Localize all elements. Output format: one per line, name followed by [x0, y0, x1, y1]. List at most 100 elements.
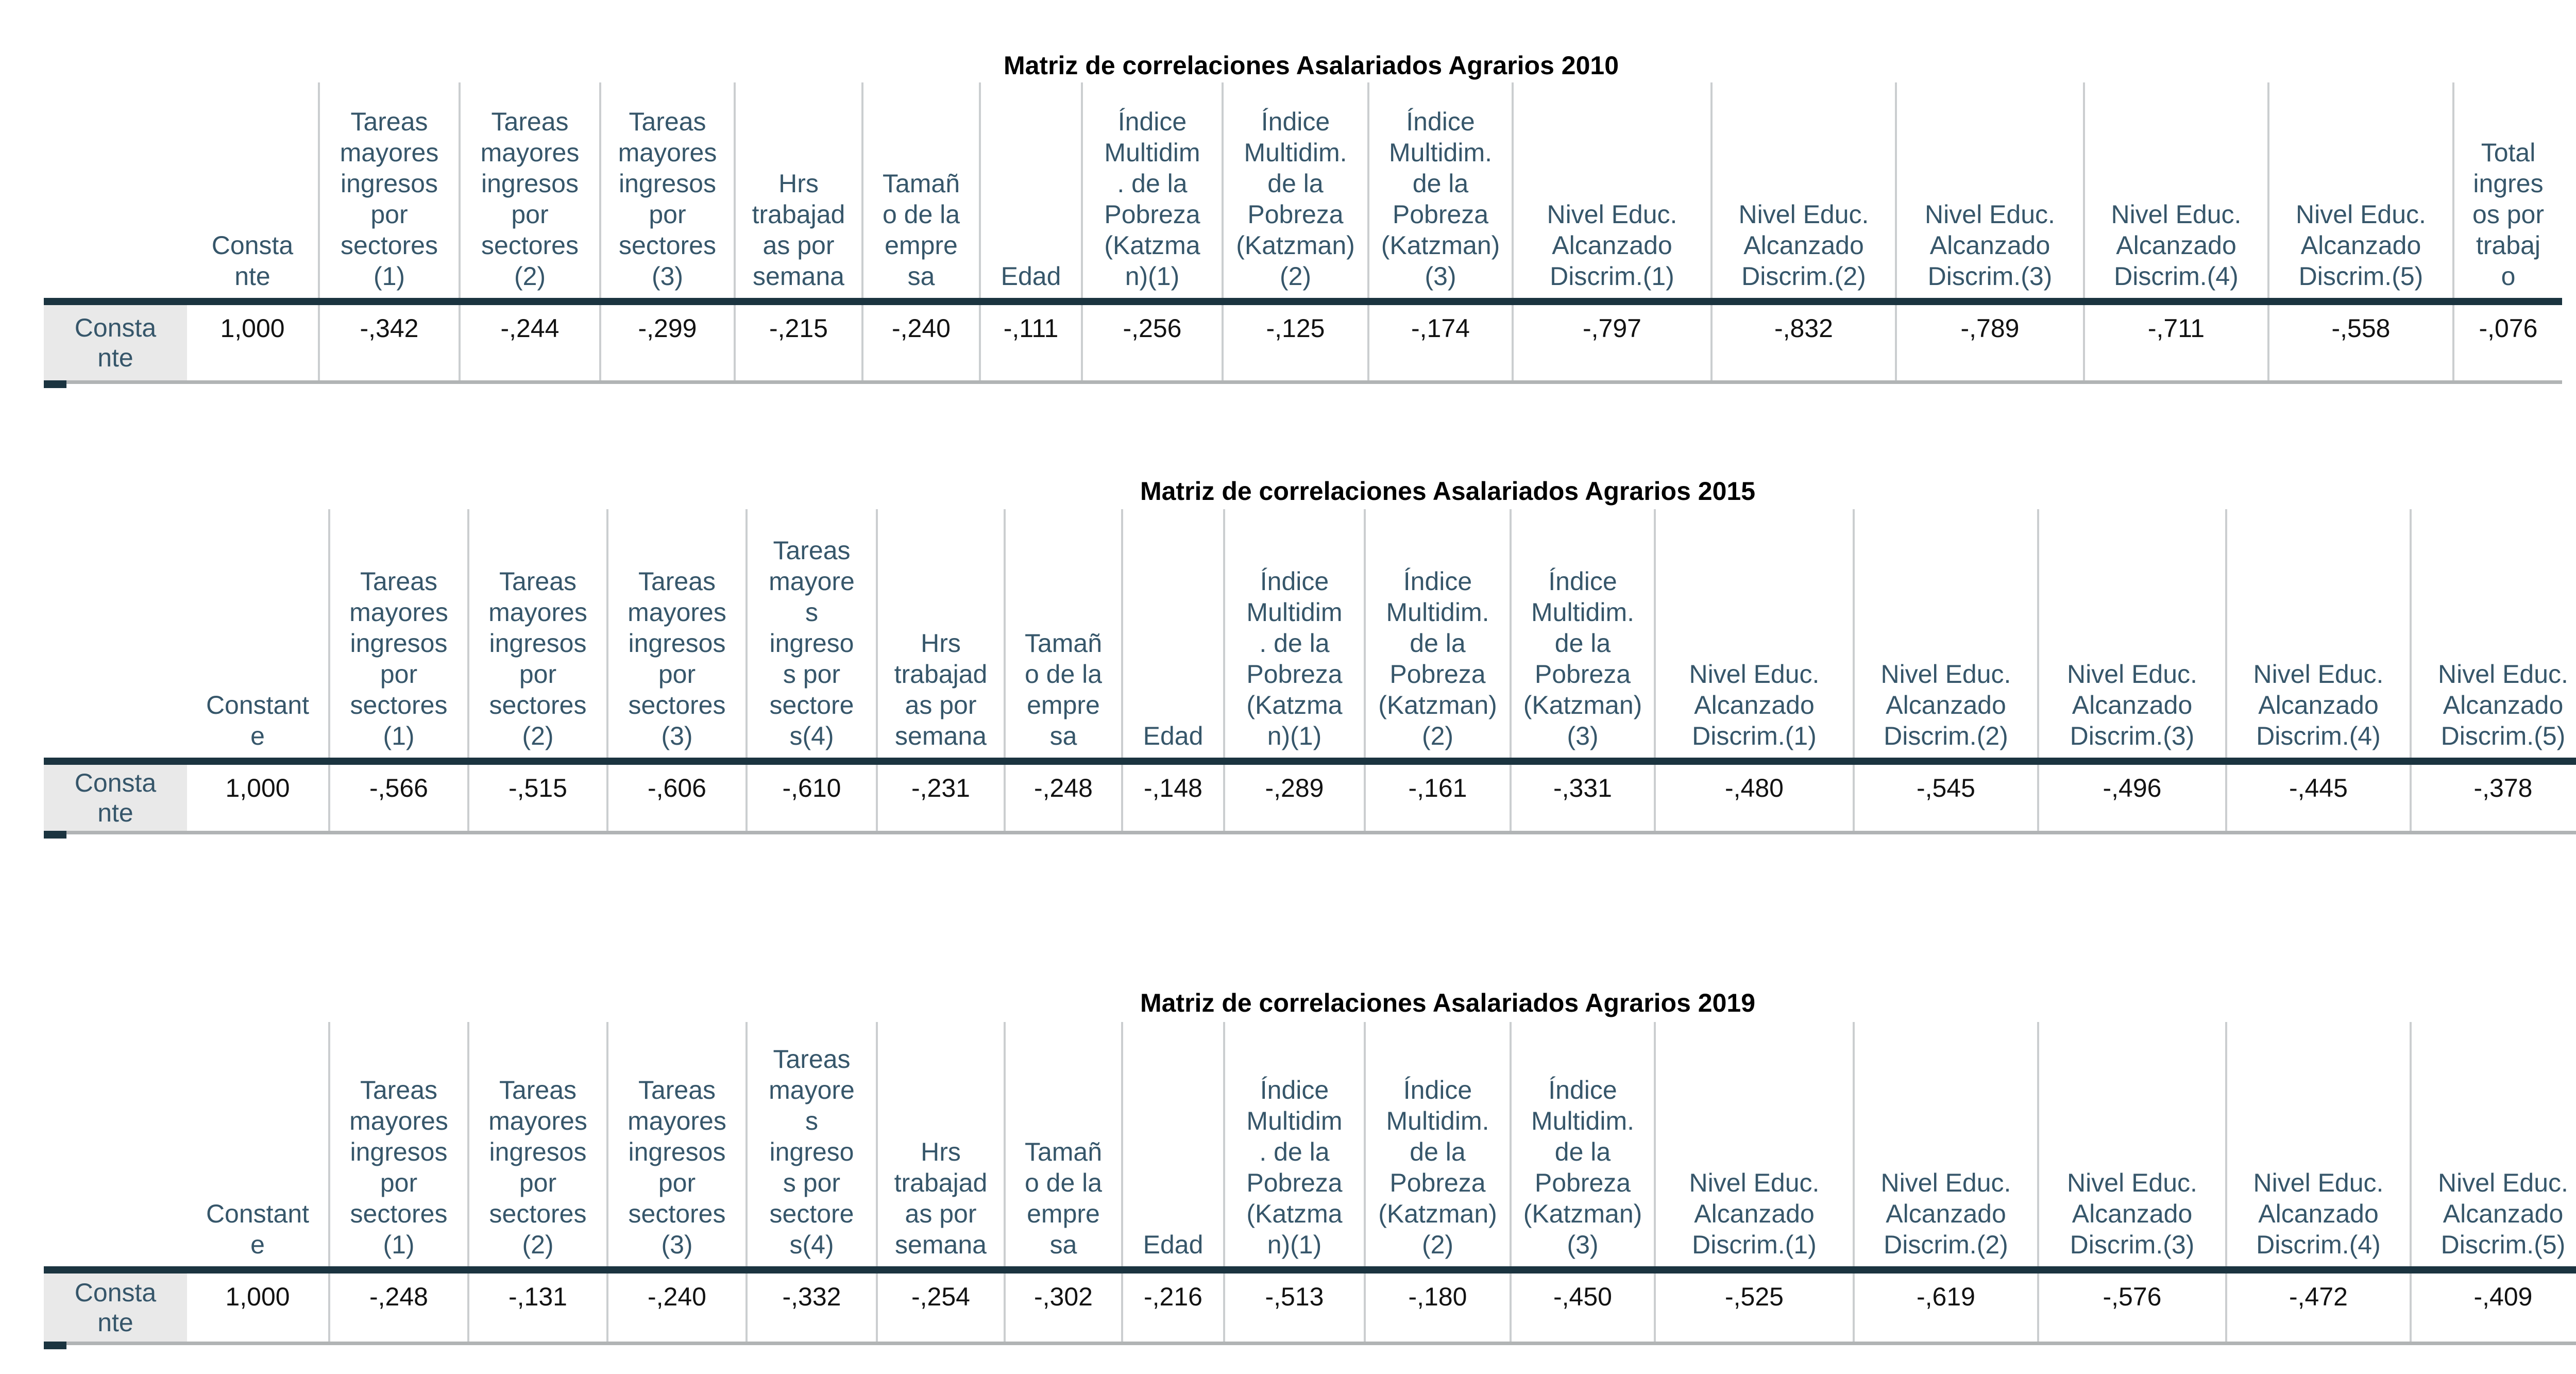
column-header: Nivel Educ. Alcanzado Discrim.(1)	[1654, 1022, 1853, 1266]
correlation-value-cell: 1,000	[225, 1282, 290, 1311]
column-header: Tareas mayore s ingreso s por sectore s(…	[745, 1022, 876, 1266]
row-label-constante: Consta nte	[44, 305, 187, 380]
column-header: Edad	[979, 82, 1081, 298]
correlation-value-cell: -,216	[1121, 1274, 1223, 1342]
column-header: Índice Multidim . de la Pobreza (Katzma …	[1223, 509, 1364, 758]
correlation-value-cell: -,125	[1222, 305, 1367, 380]
correlation-value-cell: -,610	[745, 765, 876, 831]
table-header-row: Consta nte Tareas mayores ingresos por se…	[44, 82, 2562, 298]
correlation-value-cell: -,254	[876, 1274, 1004, 1342]
column-header: Índice Multidim . de la Pobreza (Katzma …	[1081, 82, 1222, 298]
correlation-value-cell: -,711	[2083, 305, 2267, 380]
column-header: Tareas mayores ingresos por sectores (1)	[328, 1022, 467, 1266]
correlation-value-cell: -,378	[2410, 765, 2576, 831]
correlation-value-cell: 1,000	[225, 774, 290, 802]
column-header: Constant e	[206, 691, 310, 750]
column-header: Edad	[1121, 1022, 1223, 1266]
column-header: Hrs trabajad as por semana	[734, 82, 861, 298]
correlation-value-cell: -,248	[328, 1274, 467, 1342]
table-corner-tick	[44, 380, 66, 388]
correlation-value-cell: -,496	[2037, 765, 2225, 831]
column-header: Índice Multidim. de la Pobreza (Katzman)…	[1510, 1022, 1654, 1266]
column-header: Hrs trabajad as por semana	[876, 1022, 1004, 1266]
column-header: Tareas mayores ingresos por sectores (3)	[606, 509, 745, 758]
correlation-value-cell: -,244	[459, 305, 599, 380]
column-header: Total ingres os por trabaj o	[2452, 82, 2562, 298]
bottom-border-line	[44, 831, 2576, 834]
row-label-constante: Consta nte	[44, 1274, 187, 1342]
column-header: Nivel Educ. Alcanzado Discrim.(1)	[1512, 82, 1710, 298]
column-header: Tareas mayores ingresos por sectores (3)	[599, 82, 734, 298]
header-corner-cell	[44, 509, 187, 758]
correlation-value-cell: -,174	[1367, 305, 1512, 380]
correlation-value-cell: -,566	[328, 765, 467, 831]
column-header: Índice Multidim. de la Pobreza (Katzman)…	[1364, 1022, 1510, 1266]
column-header: Tareas mayore s ingreso s por sectore s(…	[745, 509, 876, 758]
correlation-value-cell: -,525	[1654, 1274, 1853, 1342]
correlation-value-cell: -,832	[1710, 305, 1895, 380]
correlation-value-cell: -,240	[606, 1274, 745, 1342]
column-header: Índice Multidim. de la Pobreza (Katzman)…	[1364, 509, 1510, 758]
header-corner-cell	[44, 1022, 187, 1266]
column-header: Tamañ o de la empre sa	[1004, 509, 1121, 758]
table-title: Matriz de correlaciones Asalariados Agra…	[1140, 477, 1756, 506]
correlation-value-cell: -,558	[2267, 305, 2452, 380]
column-header: Tareas mayores ingresos por sectores (2)	[467, 1022, 606, 1266]
column-header: Tareas mayores ingresos por sectores (2)	[467, 509, 606, 758]
correlation-value-cell: -,332	[745, 1274, 876, 1342]
column-header: Índice Multidim. de la Pobreza (Katzman)…	[1222, 82, 1367, 298]
correlation-matrix-table-2019: Matriz de correlaciones Asalariados Agra…	[44, 987, 2576, 1350]
correlation-value-cell: -,342	[318, 305, 459, 380]
column-header: Tareas mayores ingresos por sectores (1)	[328, 509, 467, 758]
correlation-value-cell: -,409	[2410, 1274, 2576, 1342]
correlation-value-cell: -,148	[1121, 765, 1223, 831]
table-row: Consta nte 1,000 -,342 -,244 -,299 -,215 -,240…	[44, 305, 2562, 380]
column-header: Nivel Educ. Alcanzado Discrim.(3)	[2037, 509, 2225, 758]
correlation-value-cell: -,472	[2225, 1274, 2410, 1342]
correlation-value-cell: -,299	[599, 305, 734, 380]
correlation-value-cell: -,302	[1004, 1274, 1121, 1342]
correlation-matrix-table-2015: Matriz de correlaciones Asalariados Agra…	[44, 475, 2576, 839]
correlation-value-cell: -,797	[1512, 305, 1710, 380]
correlation-value-cell: -,248	[1004, 765, 1121, 831]
column-header: Nivel Educ. Alcanzado Discrim.(2)	[1710, 82, 1895, 298]
column-header: Tamañ o de la empre sa	[861, 82, 979, 298]
correlation-value-cell: -,445	[2225, 765, 2410, 831]
table-row: Consta nte 1,000 -,566 -,515 -,606 -,610 -,231…	[44, 765, 2576, 831]
correlation-matrix-table-2010: Matriz de correlaciones Asalariados Agra…	[44, 49, 2562, 389]
correlation-value-cell: -,076	[2452, 305, 2562, 380]
correlation-value-cell: -,331	[1510, 765, 1654, 831]
column-header: Índice Multidim. de la Pobreza (Katzman)…	[1367, 82, 1512, 298]
correlation-value-cell: -,619	[1853, 1274, 2037, 1342]
column-header: Nivel Educ. Alcanzado Discrim.(5)	[2410, 1022, 2576, 1266]
table-bottom-border	[44, 831, 2576, 839]
header-divider-line	[44, 1266, 2576, 1274]
table-title: Matriz de correlaciones Asalariados Agra…	[1140, 988, 1756, 1017]
table-row: Consta nte 1,000 -,248 -,131 -,240 -,332 -,254…	[44, 1274, 2576, 1342]
correlation-value-cell: -,231	[876, 765, 1004, 831]
column-header: Nivel Educ. Alcanzado Discrim.(2)	[1853, 1022, 2037, 1266]
column-header: Nivel Educ. Alcanzado Discrim.(5)	[2410, 509, 2576, 758]
table-bottom-border	[44, 1342, 2576, 1350]
correlation-value-cell: -,515	[467, 765, 606, 831]
column-header: Nivel Educ. Alcanzado Discrim.(1)	[1654, 509, 1853, 758]
header-divider-line	[44, 758, 2576, 765]
column-header: Nivel Educ. Alcanzado Discrim.(3)	[2037, 1022, 2225, 1266]
correlation-value-cell: -,289	[1223, 765, 1364, 831]
column-header: Nivel Educ. Alcanzado Discrim.(4)	[2225, 509, 2410, 758]
column-header: Índice Multidim . de la Pobreza (Katzma …	[1223, 1022, 1364, 1266]
bottom-border-line	[44, 1342, 2576, 1345]
header-corner-cell	[44, 82, 187, 298]
correlation-value-cell: -,789	[1895, 305, 2083, 380]
table-title: Matriz de correlaciones Asalariados Agra…	[1003, 51, 1619, 80]
column-header: Nivel Educ. Alcanzado Discrim.(3)	[1895, 82, 2083, 298]
correlation-value-cell: -,606	[606, 765, 745, 831]
column-header: Nivel Educ. Alcanzado Discrim.(2)	[1853, 509, 2037, 758]
table-corner-tick	[44, 831, 66, 839]
column-header: Edad	[1121, 509, 1223, 758]
bottom-border-line	[44, 380, 2562, 384]
correlation-value-cell: 1,000	[220, 314, 285, 343]
table-header-row: Constant e Tareas mayores ingresos por se…	[44, 1022, 2576, 1266]
column-header: Tareas mayores ingresos por sectores (3)	[606, 1022, 745, 1266]
correlation-value-cell: -,215	[734, 305, 861, 380]
